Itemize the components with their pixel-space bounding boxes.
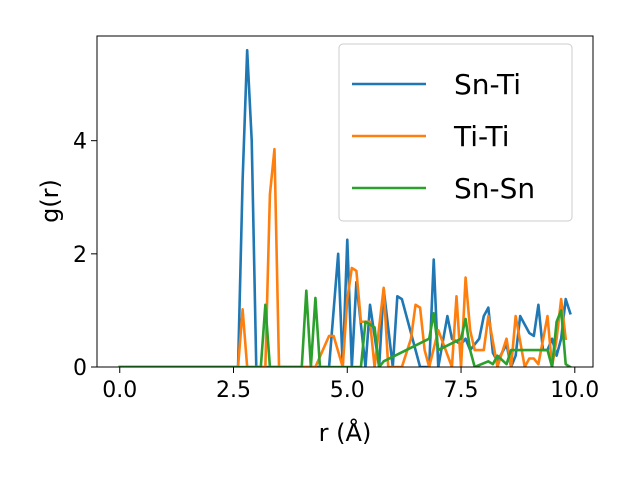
y-axis: 0 2 4 — [73, 130, 97, 381]
plot-frame — [96, 35, 594, 368]
series-line-sn-ti — [118, 48, 572, 367]
x-tick-label: 2.5 — [216, 378, 251, 403]
x-tick-label: 5.0 — [330, 378, 365, 403]
x-tick-label: 0.0 — [102, 378, 137, 403]
x-axis: 0.0 2.5 5.0 7.5 10.0 — [102, 367, 599, 403]
legend-label-ti-ti: Ti-Ti — [453, 120, 510, 153]
series-line-sn-sn — [118, 289, 573, 367]
legend-label-sn-ti: Sn-Ti — [454, 68, 521, 101]
legend: Sn-Ti Ti-Ti Sn-Sn — [338, 43, 573, 222]
x-tick-label: 10.0 — [550, 378, 599, 403]
legend-box — [338, 43, 573, 222]
y-tick-label: 4 — [73, 130, 87, 155]
legend-label-sn-sn: Sn-Sn — [454, 172, 535, 205]
series-layer — [118, 48, 573, 367]
x-axis-label: r (Å) — [319, 418, 372, 447]
series-line-ti-ti — [118, 147, 568, 367]
y-axis-label: g(r) — [36, 179, 64, 223]
y-tick-label: 2 — [73, 243, 87, 268]
y-tick-label: 0 — [73, 356, 87, 381]
x-tick-label: 7.5 — [444, 378, 479, 403]
